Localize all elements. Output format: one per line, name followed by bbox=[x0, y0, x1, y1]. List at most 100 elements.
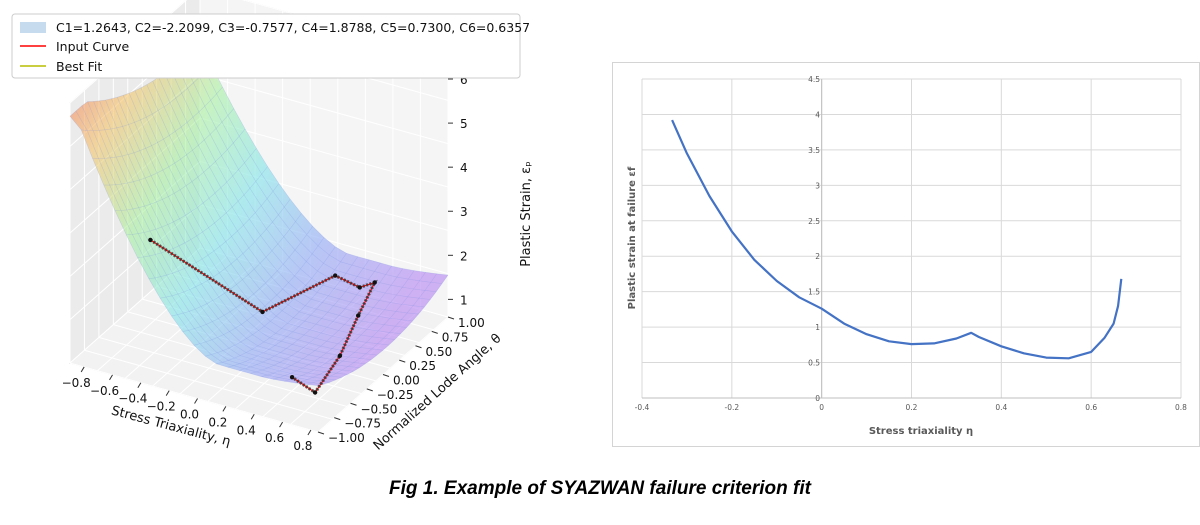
y-tick-label: 0.00 bbox=[393, 374, 420, 388]
y-tick-label: 1.5 bbox=[808, 288, 820, 297]
x-tick bbox=[137, 382, 142, 388]
line-chart: -0.4 -0.2 0 0.2 0.4 0.6 0.8 0 0.5 1 1.5 2 2.5 3 3.5 4 4.… bbox=[627, 75, 1187, 437]
floor-gridline bbox=[69, 362, 319, 433]
x-tick-label: 0.4 bbox=[237, 423, 256, 437]
x-tick bbox=[165, 390, 170, 396]
x-tick-label: −0.2 bbox=[147, 400, 176, 414]
surface-meshline bbox=[160, 199, 291, 299]
z-tick-label: 5 bbox=[460, 117, 468, 131]
surface-meshline bbox=[148, 183, 280, 279]
y-tick bbox=[317, 431, 325, 435]
z-tick-label: 3 bbox=[460, 205, 468, 219]
y-tick-label: 0.50 bbox=[426, 345, 453, 359]
floor-gridline bbox=[98, 336, 348, 407]
x-tick bbox=[109, 374, 113, 381]
fit-marker bbox=[372, 280, 377, 285]
y-tick-label: 4.5 bbox=[808, 75, 820, 84]
fit-marker bbox=[356, 313, 361, 318]
surface-meshline bbox=[69, 116, 319, 386]
x-tick bbox=[279, 421, 284, 428]
y-tick-label: 0.75 bbox=[442, 330, 469, 344]
x-tick bbox=[194, 398, 198, 404]
x-tick-label: −0.6 bbox=[90, 384, 119, 398]
y-tick-label: −0.75 bbox=[344, 417, 381, 431]
x-tick-label: −0.4 bbox=[118, 392, 147, 406]
surface-meshline bbox=[128, 92, 378, 356]
fit-marker bbox=[148, 237, 153, 243]
x-tick bbox=[307, 429, 312, 436]
x-tick-label: -0.4 bbox=[635, 403, 650, 412]
fit-marker bbox=[337, 353, 343, 358]
x-tick bbox=[250, 413, 255, 420]
fitted-surface bbox=[70, 41, 448, 386]
fit-marker bbox=[260, 309, 265, 315]
y-tick-label: −1.00 bbox=[328, 431, 365, 445]
surface-meshline bbox=[176, 63, 425, 308]
surface-meshline bbox=[164, 72, 413, 322]
surface-meshline bbox=[137, 166, 268, 258]
surface-meshline bbox=[122, 95, 372, 360]
surface-meshline bbox=[126, 148, 257, 236]
y-tick-label: −0.50 bbox=[361, 402, 398, 416]
fit-marker bbox=[333, 273, 338, 278]
z-tick-label: 1 bbox=[460, 293, 468, 307]
y-tick-label: 2 bbox=[815, 252, 820, 261]
x-tick-label: 0.8 bbox=[293, 439, 312, 453]
legend-label-bestfit: Best Fit bbox=[56, 59, 102, 74]
legend-box bbox=[11, 13, 521, 79]
y-tick-label: −0.25 bbox=[377, 388, 414, 402]
surface-meshline bbox=[227, 256, 359, 368]
y-tick bbox=[334, 417, 341, 421]
surface-meshline bbox=[92, 86, 223, 159]
x-tick-label: −0.8 bbox=[62, 376, 91, 390]
legend-label-input: Input Curve bbox=[56, 39, 130, 54]
y-tick bbox=[366, 388, 373, 392]
fit-marker bbox=[289, 375, 295, 380]
legend-patch-surface bbox=[20, 22, 46, 33]
z-tick-label: 4 bbox=[460, 161, 468, 175]
surface-meshline bbox=[272, 268, 404, 380]
y-tick-label: 0.25 bbox=[409, 359, 436, 373]
surface-meshline bbox=[93, 101, 342, 378]
surface-meshline bbox=[239, 259, 370, 371]
y-tick-label: 4 bbox=[815, 110, 820, 119]
surface-meshline bbox=[81, 105, 330, 383]
legend-label-coefficients: C1=1.2643, C2=-2.2099, C3=-0.7577, C4=1.… bbox=[56, 20, 530, 35]
figure-caption: Fig 1. Example of SYAZWAN failure criter… bbox=[389, 478, 811, 499]
surface-meshline bbox=[146, 84, 395, 340]
y-tick bbox=[431, 330, 438, 334]
surface-meshline bbox=[81, 64, 212, 131]
surface-meshline bbox=[115, 128, 246, 211]
surface-meshline bbox=[250, 262, 381, 374]
surface-meshline bbox=[182, 58, 431, 300]
surface-meshline bbox=[306, 273, 437, 385]
x-axis-label: Stress triaxiality η bbox=[869, 426, 973, 437]
surface-meshline bbox=[111, 98, 360, 368]
fit-marker bbox=[312, 390, 318, 395]
floor-gridline bbox=[84, 349, 333, 420]
x-tick-label: 0.2 bbox=[906, 403, 918, 412]
surface-meshline bbox=[205, 246, 336, 357]
surface-meshline bbox=[152, 80, 401, 334]
y-tick bbox=[382, 374, 390, 377]
surface-meshline bbox=[117, 97, 366, 365]
y-tick bbox=[447, 316, 455, 320]
surface-meshline bbox=[295, 272, 426, 384]
x-tick-label: 0.4 bbox=[995, 403, 1007, 412]
y-tick-label: 1.00 bbox=[458, 316, 485, 330]
z-tick-label: 6 bbox=[460, 73, 468, 87]
surface-meshline bbox=[284, 270, 415, 382]
x-tick-label: 0.6 bbox=[1085, 403, 1097, 412]
failure-strain-series bbox=[671, 119, 1123, 360]
surface-meshline bbox=[187, 53, 437, 292]
surface-meshline bbox=[75, 110, 324, 385]
line-chart-panel: -0.4 -0.2 0 0.2 0.4 0.6 0.8 0 0.5 1 1.5 2 2.5 3 3.5 4 4.… bbox=[612, 62, 1200, 447]
x-tick bbox=[222, 406, 227, 412]
x-tick-label: -0.2 bbox=[725, 403, 740, 412]
surface-meshline bbox=[103, 108, 235, 186]
z-axis-label: Plastic Strain, εₚ bbox=[519, 161, 534, 267]
surface-meshline bbox=[105, 99, 354, 372]
surface-meshline bbox=[199, 41, 449, 276]
back-gridline bbox=[199, 74, 449, 145]
y-tick bbox=[399, 359, 406, 363]
